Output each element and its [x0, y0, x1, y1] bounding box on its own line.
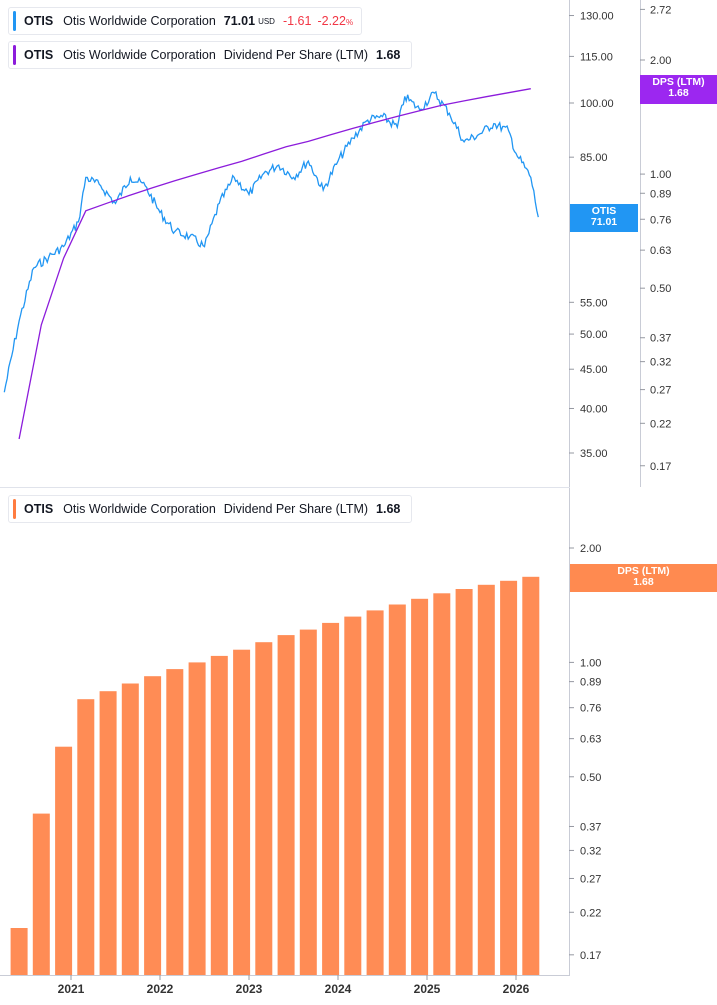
dps-bar — [188, 662, 206, 975]
dps-axis-top-label: 0.17 — [650, 461, 671, 473]
dps-bar — [344, 616, 362, 975]
dps-tag-bottom-label: DPS (LTM) — [617, 565, 670, 577]
price-legend-change-pct: -2.22% — [317, 14, 354, 28]
dps-axis-bottom-label: 0.89 — [580, 677, 601, 689]
dps-bar — [388, 604, 406, 975]
dps-tag-top-label: DPS (LTM) — [652, 76, 705, 88]
dps-bar — [166, 669, 184, 975]
dps-tag-top-value: 1.68 — [668, 87, 689, 99]
price-axis-label: 55.00 — [580, 297, 608, 309]
dps-axis-top-label: 0.63 — [650, 245, 671, 257]
dps-bar — [255, 642, 273, 975]
dps-axis-bottom-label: 0.37 — [580, 821, 601, 833]
dps-axis-top-label: 2.00 — [650, 55, 671, 67]
dps-bar — [500, 580, 518, 975]
price-axis-label: 35.00 — [580, 448, 608, 460]
dps-axis-bottom-label: 0.32 — [580, 845, 601, 857]
price-legend-change: -1.61 — [282, 14, 312, 28]
dps-bar — [299, 629, 317, 975]
dps-legend-top-name: Otis Worldwide Corporation — [63, 48, 216, 62]
dps-bar — [433, 593, 451, 975]
dps-bar — [55, 746, 73, 975]
dps-bar — [99, 691, 117, 975]
time-axis-label: 2023 — [236, 982, 263, 996]
price-axis-label: 45.00 — [580, 364, 608, 376]
price-axis-label: 100.00 — [580, 98, 614, 110]
dps-legend-bottom-value: 1.68 — [376, 502, 401, 516]
time-axis-label: 2024 — [325, 982, 352, 996]
dps-axis-bottom-label: 0.27 — [580, 873, 601, 885]
price-tag: OTIS 71.01 — [570, 204, 638, 232]
dps-bar — [477, 584, 495, 975]
price-tag-symbol: OTIS — [591, 205, 617, 217]
dps-bar — [322, 622, 340, 975]
dps-legend-top[interactable]: OTIS Otis Worldwide Corporation Dividend… — [8, 41, 413, 69]
dps-tag-bottom-value: 1.68 — [633, 576, 654, 588]
dps-bar — [277, 635, 295, 975]
dps-legend-bottom-color — [13, 499, 16, 519]
time-axis-label: 2022 — [147, 982, 174, 996]
dps-bar — [411, 598, 429, 975]
dps-bar — [77, 699, 95, 975]
price-legend-value: 71.01 — [223, 14, 256, 28]
dps-legend-top-metric: Dividend Per Share (LTM) — [223, 48, 369, 62]
price-legend-currency: USD — [258, 16, 275, 26]
dps-legend-bottom[interactable]: OTIS Otis Worldwide Corporation Dividend… — [8, 495, 413, 523]
price-legend-name: Otis Worldwide Corporation — [63, 14, 216, 28]
dps-axis-top-label: 2.72 — [650, 4, 671, 16]
dps-axis-top-label: 0.50 — [650, 283, 671, 295]
time-axis-label: 2021 — [58, 982, 85, 996]
price-legend-color — [13, 11, 16, 31]
dps-axis-bottom-label: 2.00 — [580, 543, 601, 555]
dps-bar — [121, 683, 139, 975]
dps-legend-top-value: 1.68 — [376, 48, 401, 62]
dps-axis-top-label: 0.32 — [650, 357, 671, 369]
price-axis-label: 130.00 — [580, 11, 614, 23]
dps-axis-top-label: 0.89 — [650, 188, 671, 200]
time-axis-label: 2025 — [414, 982, 441, 996]
dps-legend-bottom-symbol: OTIS — [24, 502, 54, 516]
dps-bar — [366, 610, 384, 975]
price-legend[interactable]: OTIS Otis Worldwide Corporation 71.01 US… — [8, 7, 363, 35]
price-legend-symbol: OTIS — [24, 14, 54, 28]
dps-axis-top-label: 1.00 — [650, 169, 671, 181]
dps-bar — [144, 676, 162, 975]
dps-axis-bottom-label: 0.17 — [580, 950, 601, 962]
price-axis-label: 40.00 — [580, 403, 608, 415]
price-axis-label: 85.00 — [580, 152, 608, 164]
dps-axis-top-label: 0.76 — [650, 214, 671, 226]
dps-axis-bottom-label: 0.63 — [580, 734, 601, 746]
dps-axis-bottom-label: 1.00 — [580, 657, 601, 669]
dps-bar — [233, 649, 251, 975]
dps-bar — [32, 813, 50, 975]
price-axis-label: 115.00 — [580, 51, 613, 63]
dps-tag-bottom: DPS (LTM) 1.68 — [570, 564, 717, 592]
dps-bar — [10, 928, 28, 975]
price-axis-label: 50.00 — [580, 329, 608, 341]
dps-axis-bottom-label: 0.50 — [580, 772, 601, 784]
dps-axis-bottom-label: 0.22 — [580, 907, 601, 919]
dps-legend-bottom-metric: Dividend Per Share (LTM) — [223, 502, 369, 516]
dps-bar — [210, 655, 228, 975]
dps-series-line — [18, 88, 531, 440]
dps-bar — [455, 589, 473, 975]
dps-axis-bottom-label: 0.76 — [580, 703, 601, 715]
dps-legend-top-symbol: OTIS — [24, 48, 54, 62]
dps-axis-top-label: 0.37 — [650, 333, 671, 345]
price-series-line — [3, 90, 539, 393]
dps-legend-top-color — [13, 45, 16, 65]
dps-tag-top: DPS (LTM) 1.68 — [640, 75, 717, 104]
price-tag-value: 71.01 — [590, 216, 618, 228]
dps-legend-bottom-name: Otis Worldwide Corporation — [63, 502, 216, 516]
dps-bar — [522, 576, 540, 975]
dps-axis-top-label: 0.27 — [650, 385, 671, 397]
dps-axis-top-label: 0.22 — [650, 418, 671, 430]
time-axis-label: 2026 — [503, 982, 530, 996]
